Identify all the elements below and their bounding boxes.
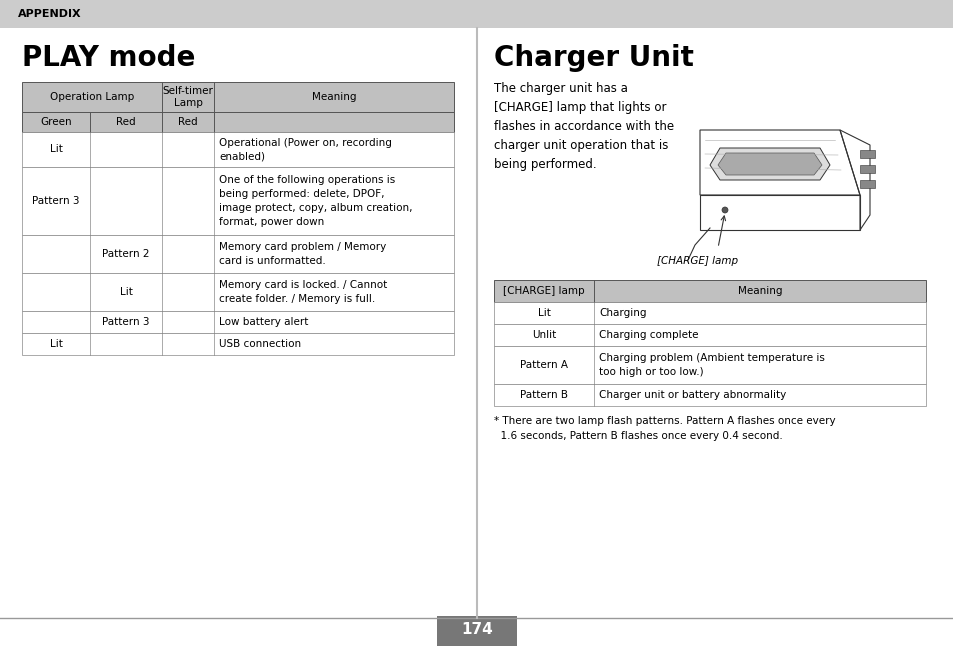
Text: [CHARGE] lamp: [CHARGE] lamp	[502, 286, 584, 296]
Text: Charger unit or battery abnormality: Charger unit or battery abnormality	[598, 390, 785, 400]
Text: Lit: Lit	[119, 287, 132, 297]
Text: Pattern 3: Pattern 3	[102, 317, 150, 327]
Bar	[22, 311, 454, 333]
Bar	[22, 333, 454, 355]
Text: Pattern 3: Pattern 3	[32, 196, 80, 206]
Bar	[22, 82, 454, 112]
Text: Meaning: Meaning	[737, 286, 781, 296]
Text: Pattern B: Pattern B	[519, 390, 567, 400]
Text: USB connection: USB connection	[219, 339, 301, 349]
Text: Pattern A: Pattern A	[519, 360, 567, 370]
Bar	[22, 112, 454, 132]
Text: APPENDIX: APPENDIX	[18, 9, 82, 19]
Text: PLAY mode: PLAY mode	[22, 44, 195, 72]
Bar	[0, 0, 953, 28]
Text: Low battery alert: Low battery alert	[219, 317, 308, 327]
Text: Red: Red	[116, 117, 135, 127]
Bar	[436, 642, 517, 646]
Text: Memory card is locked. / Cannot
create folder. / Memory is full.: Memory card is locked. / Cannot create f…	[219, 280, 387, 304]
Text: Lit: Lit	[50, 339, 62, 349]
Bar	[436, 616, 517, 642]
Text: Unlit: Unlit	[532, 330, 556, 340]
Bar	[859, 165, 874, 173]
Bar	[22, 235, 454, 273]
Text: Red: Red	[178, 117, 197, 127]
Text: The charger unit has a
[CHARGE] lamp that lights or
flashes in accordance with t: The charger unit has a [CHARGE] lamp tha…	[494, 82, 674, 171]
Bar	[859, 150, 874, 158]
Bar	[494, 302, 925, 324]
Text: Operation Lamp: Operation Lamp	[50, 92, 134, 102]
Bar	[22, 273, 454, 311]
Bar	[494, 280, 925, 302]
Bar	[494, 324, 925, 346]
Polygon shape	[718, 153, 821, 175]
Text: Lit: Lit	[537, 308, 550, 318]
Text: Charging: Charging	[598, 308, 646, 318]
Text: One of the following operations is
being performed: delete, DPOF,
image protect,: One of the following operations is being…	[219, 175, 412, 227]
Text: Lit: Lit	[50, 145, 62, 154]
Bar	[22, 167, 454, 235]
Polygon shape	[709, 148, 829, 180]
Bar	[859, 180, 874, 188]
Text: 174: 174	[460, 621, 493, 636]
Text: Operational (Power on, recording
enabled): Operational (Power on, recording enabled…	[219, 138, 392, 162]
Bar	[494, 346, 925, 384]
Bar	[494, 384, 925, 406]
Text: Charging problem (Ambient temperature is
too high or too low.): Charging problem (Ambient temperature is…	[598, 353, 824, 377]
Text: Charging complete: Charging complete	[598, 330, 698, 340]
Text: [CHARGE] lamp: [CHARGE] lamp	[657, 256, 738, 266]
Text: Memory card problem / Memory
card is unformatted.: Memory card problem / Memory card is unf…	[219, 242, 386, 266]
Text: Pattern 2: Pattern 2	[102, 249, 150, 259]
Ellipse shape	[721, 207, 727, 213]
Text: * There are two lamp flash patterns. Pattern A flashes once every
  1.6 seconds,: * There are two lamp flash patterns. Pat…	[494, 416, 835, 441]
Text: Green: Green	[40, 117, 71, 127]
Text: Charger Unit: Charger Unit	[494, 44, 693, 72]
Text: Meaning: Meaning	[312, 92, 355, 102]
Bar	[22, 132, 454, 167]
Text: Self-timer
Lamp: Self-timer Lamp	[162, 86, 213, 108]
